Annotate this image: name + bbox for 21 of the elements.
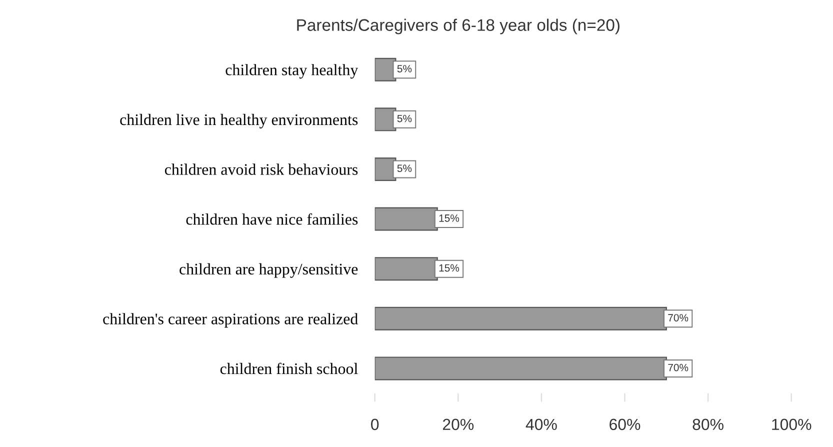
data-label: 5% <box>397 65 412 72</box>
data-label: 70% <box>668 314 688 322</box>
chart-title: Parents/Caregivers of 6-18 year olds (n=20) <box>297 18 620 34</box>
data-label: 15% <box>439 264 460 272</box>
y-tick-label: children have nice families <box>186 213 358 225</box>
data-label: 5% <box>397 164 412 172</box>
y-tick-label: children finish school <box>220 362 358 374</box>
x-tick-label: 40% <box>526 418 557 430</box>
data-label: 70% <box>668 364 688 372</box>
x-tick-label: 20% <box>442 418 474 430</box>
x-tick-label: 60% <box>610 418 640 430</box>
x-tick-label: 0 <box>371 418 379 430</box>
y-tick-label: children are happy/sensitive <box>180 263 358 278</box>
y-tick-label: children live in healthy environments <box>120 114 358 128</box>
x-tick-label: 100% <box>772 418 812 430</box>
y-tick-label: children stay healthy <box>226 64 358 79</box>
data-label: 15% <box>439 214 460 222</box>
x-tick-label: 80% <box>692 418 724 430</box>
data-label: 5% <box>397 114 412 122</box>
y-tick-label: children avoid risk behaviours <box>164 164 358 175</box>
y-tick-label: children's career aspirations are realized <box>103 313 358 328</box>
